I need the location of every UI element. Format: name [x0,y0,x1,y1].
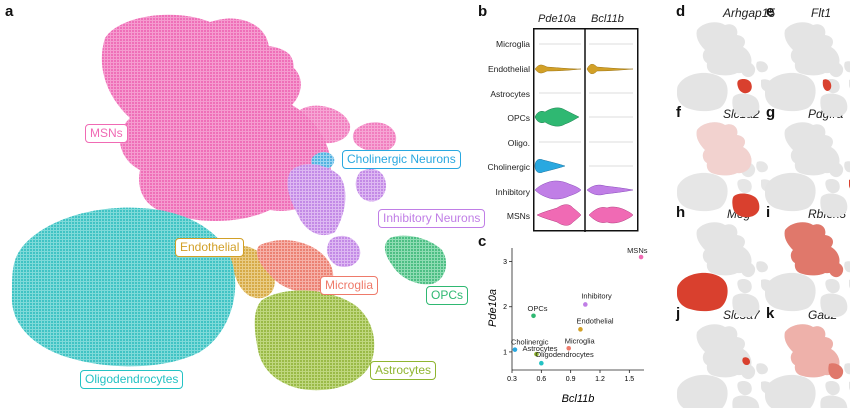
panel-letter-a: a [5,3,14,20]
panel-letter-f: f [676,104,681,121]
scatter-point [512,347,518,352]
scatter-x-tick-label: 0.3 [507,376,517,383]
label-cholinergic: Cholinergic Neurons [342,150,461,169]
scatter-point [539,360,544,366]
scatter-ylabel: Pde10a [487,289,499,327]
violin-endothelial-bcl11b [586,64,634,74]
scatter-y-tick-label: 1 [503,349,507,356]
panel-letter-e: e [766,3,775,20]
scatter-x-tick-label: 1.2 [595,376,605,383]
panel-letter-b: b [478,3,488,20]
feature-title-d: Arhgap15 [723,6,776,20]
panel-letter-h: h [676,204,686,221]
scatter-point [578,327,583,332]
scatter-axes: 0.3 0.6 0.9 1.2 1.5 1 2 3 [503,248,644,383]
feature-plot-k [765,324,850,408]
scatter-point-label: OPCs [528,304,548,313]
panel-letter-k: k [766,305,775,322]
scatter-plot: 0.3 0.6 0.9 1.2 1.5 1 2 3 MSNs Inhibitory OPCs End… [487,246,648,405]
violin-row-label: OPCs [507,113,530,123]
violin-cholinergic-pde10a [534,159,566,173]
violin-gene-pde10a: Pde10a [538,13,576,25]
feature-plot-e [765,22,850,118]
label-microglia: Microglia [320,276,379,295]
feature-plot-i [765,222,850,318]
violin-row-label: MSNs [506,211,530,221]
feature-plot-j [677,324,774,408]
feature-title-e: Flt1 [811,6,832,20]
scatter-point [583,302,588,307]
violin-opcs-pde10a [534,107,580,127]
scatter-point [638,254,644,260]
violin-plot [533,28,639,232]
label-opcs: OPCs [426,286,469,305]
label-inhibitory: Inhibitory Neurons [378,209,486,228]
violin-row-label: Oligo. [507,138,530,148]
cluster-msns [101,14,397,222]
panel-letter-i: i [766,204,771,221]
scatter-y-tick-label: 2 [503,304,507,311]
scatter-point [534,351,539,357]
scatter-point-label: Endothelial [576,316,613,325]
panel-letter-g: g [766,104,776,121]
panel-letter-j: j [676,305,681,322]
scatter-point [566,346,572,351]
violin-row-label: Microglia [495,39,530,49]
label-astrocytes: Astrocytes [370,361,437,380]
panel-letter-c: c [478,233,487,250]
violin-endothelial-pde10a [534,64,582,74]
feature-plot-g [765,122,850,218]
violin-row-label: Inhibitory [495,187,531,197]
violin-row-label: Cholinergic [487,162,530,172]
violin-row-label: Astrocytes [490,89,530,99]
feature-plot-h [677,222,774,318]
scatter-x-tick-label: 0.9 [566,376,576,383]
label-msns: MSNs [85,124,128,143]
panel-letter-d: d [676,3,686,20]
feature-plot-d [677,22,774,118]
feature-plots-grid [677,22,850,408]
violin-gene-bcl11b: Bcl11b [591,13,624,25]
scatter-point-label: MSNs [627,246,648,255]
violin-msns-pde10a [536,204,582,226]
scatter-point-label: Cholinergic [511,338,549,347]
scatter-y-tick-label: 3 [503,259,507,266]
cluster-inhibitory [287,164,386,268]
violin-msns-bcl11b [588,206,634,224]
feature-plot-f [677,122,774,218]
cluster-microglia [256,240,334,293]
scatter-point [531,313,536,319]
violin-row-label: Endothelial [487,64,530,74]
label-endothelial: Endothelial [175,238,245,257]
cluster-oligodendrocytes [11,207,236,367]
label-oligodendrocytes: Oligodendrocytes [80,370,184,389]
scatter-point-label: Inhibitory [581,291,612,300]
cluster-opcs [384,235,447,285]
scatter-x-tick-label: 0.6 [536,376,546,383]
scatter-x-tick-label: 1.5 [624,376,634,383]
scatter-points: MSNs Inhibitory OPCs Endothelial Cholinergic… [511,246,648,366]
scatter-point-label: Microglia [565,336,596,345]
scatter-xlabel: Bcl11b [562,393,595,405]
violin-inhibitory-bcl11b [586,184,634,196]
scatter-point-label: Astrocytes [522,344,557,353]
umap-plot [11,14,447,391]
cluster-astrocytes [254,290,375,391]
violin-inhibitory-pde10a [534,180,582,200]
scatter-point-label: Oligodendrocytes [535,350,594,359]
